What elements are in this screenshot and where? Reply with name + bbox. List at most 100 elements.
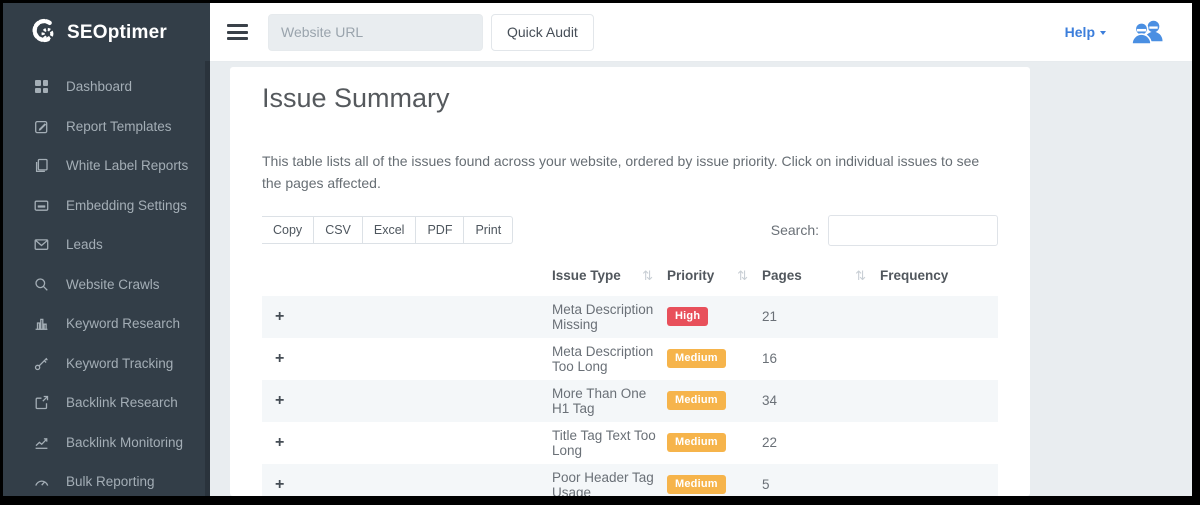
keyword-research-icon bbox=[33, 316, 49, 331]
column-header-0[interactable] bbox=[262, 258, 552, 296]
dashboard-icon bbox=[33, 79, 49, 94]
sidebar-item-label: Leads bbox=[66, 237, 103, 253]
sidebar: SEOptimer Dashboard Report Templates Whi… bbox=[3, 3, 210, 496]
table-row: + More Than One H1 Tag Medium 34 bbox=[262, 379, 998, 422]
sidebar-menu: Dashboard Report Templates White Label R… bbox=[3, 63, 210, 496]
help-dropdown[interactable]: Help bbox=[1065, 24, 1106, 40]
frequency-cell bbox=[880, 338, 998, 380]
issue-type-cell[interactable]: Title Tag Text Too Long bbox=[552, 427, 656, 458]
backlink-monitoring-icon bbox=[33, 435, 49, 450]
main-area: Issue Summary This table lists all of th… bbox=[210, 62, 1192, 496]
expand-row-button[interactable]: + bbox=[275, 349, 285, 367]
menu-toggle-button[interactable] bbox=[227, 21, 249, 44]
table-row: + Meta Description Missing High 21 bbox=[262, 295, 998, 338]
export-button-copy[interactable]: Copy bbox=[262, 216, 315, 245]
expand-row-button[interactable]: + bbox=[275, 307, 285, 325]
sort-icon: ⇅ bbox=[737, 267, 748, 283]
priority-badge: Medium bbox=[667, 391, 726, 411]
export-button-excel[interactable]: Excel bbox=[362, 216, 417, 245]
help-label: Help bbox=[1064, 24, 1095, 40]
sidebar-item-label: Keyword Tracking bbox=[66, 355, 174, 371]
column-header-frequency[interactable]: Frequency bbox=[880, 258, 998, 296]
table-row: + Title Tag Text Too Long Medium 22 bbox=[262, 421, 998, 464]
chevron-down-icon bbox=[1100, 31, 1106, 35]
frequency-cell bbox=[880, 422, 998, 464]
sidebar-item-label: Dashboard bbox=[66, 79, 133, 95]
issue-summary-table: Issue Type ⇅ Priority ⇅ Pages ⇅ bbox=[262, 258, 998, 496]
sort-icon: ⇅ bbox=[642, 267, 653, 283]
column-header-pages[interactable]: Pages ⇅ bbox=[762, 258, 880, 296]
export-button-pdf[interactable]: PDF bbox=[416, 216, 465, 245]
users-icon bbox=[1131, 20, 1163, 45]
sidebar-item-white-label-reports[interactable]: White Label Reports bbox=[3, 146, 210, 186]
sidebar-item-dashboard[interactable]: Dashboard bbox=[3, 67, 210, 107]
pages-cell: 5 bbox=[762, 477, 770, 493]
column-label: Frequency bbox=[880, 268, 949, 284]
issue-type-cell[interactable]: Meta Description Missing bbox=[552, 301, 654, 332]
priority-badge: High bbox=[667, 307, 709, 327]
table-header: Issue Type ⇅ Priority ⇅ Pages ⇅ bbox=[262, 258, 998, 296]
sidebar-item-label: Backlink Monitoring bbox=[66, 434, 184, 450]
sidebar-item-label: Report Templates bbox=[66, 118, 172, 134]
backlink-research-icon bbox=[33, 395, 49, 410]
priority-badge: Medium bbox=[667, 475, 726, 495]
sidebar-item-keyword-research[interactable]: Keyword Research bbox=[3, 304, 210, 344]
search-label: Search: bbox=[770, 222, 819, 239]
page-title: Issue Summary bbox=[262, 83, 450, 113]
priority-badge: Medium bbox=[667, 349, 726, 369]
sidebar-item-label: Website Crawls bbox=[66, 276, 160, 292]
brand-logo[interactable]: SEOptimer bbox=[3, 3, 210, 63]
pages-cell: 22 bbox=[762, 435, 778, 451]
sidebar-item-bulk-reporting[interactable]: Bulk Reporting bbox=[3, 462, 210, 496]
topbar: Quick Audit Help bbox=[210, 3, 1192, 62]
column-label: Issue Type bbox=[552, 267, 621, 283]
issue-type-cell[interactable]: Meta Description Too Long bbox=[552, 343, 654, 374]
frequency-cell bbox=[880, 296, 998, 338]
search-input[interactable] bbox=[828, 214, 998, 246]
report-templates-icon bbox=[33, 119, 49, 134]
website-url-input[interactable] bbox=[268, 13, 483, 51]
content-column: Quick Audit Help bbox=[210, 3, 1192, 496]
embedding-settings-icon bbox=[33, 198, 49, 213]
table-row: + Poor Header Tag Usage Medium 5 bbox=[262, 463, 998, 496]
quick-audit-button[interactable]: Quick Audit bbox=[491, 13, 594, 51]
expand-row-button[interactable]: + bbox=[275, 475, 285, 493]
sidebar-item-website-crawls[interactable]: Website Crawls bbox=[3, 265, 210, 305]
sidebar-item-backlink-monitoring[interactable]: Backlink Monitoring bbox=[3, 423, 210, 463]
leads-icon bbox=[33, 237, 49, 252]
brand-name: SEOptimer bbox=[67, 22, 167, 43]
table-body: + Meta Description Missing High 21 + Met… bbox=[262, 295, 998, 496]
seoptimer-gear-icon bbox=[29, 16, 58, 50]
export-button-print[interactable]: Print bbox=[464, 216, 514, 245]
frequency-cell bbox=[880, 464, 998, 496]
export-button-csv[interactable]: CSV bbox=[314, 216, 363, 245]
sidebar-item-embedding-settings[interactable]: Embedding Settings bbox=[3, 186, 210, 226]
sort-icon: ⇅ bbox=[855, 267, 866, 283]
sidebar-item-keyword-tracking[interactable]: Keyword Tracking bbox=[3, 344, 210, 384]
column-label: Priority bbox=[667, 267, 715, 283]
issue-type-cell[interactable]: More Than One H1 Tag bbox=[552, 385, 647, 416]
column-label: Pages bbox=[762, 267, 802, 283]
sidebar-item-label: White Label Reports bbox=[66, 158, 189, 174]
sidebar-item-report-templates[interactable]: Report Templates bbox=[3, 107, 210, 147]
column-header-issue-type[interactable]: Issue Type ⇅ bbox=[552, 258, 667, 296]
issue-type-cell[interactable]: Poor Header Tag Usage bbox=[552, 469, 654, 496]
pages-cell: 21 bbox=[762, 309, 778, 325]
page-description: This table lists all of the issues found… bbox=[262, 153, 980, 192]
sidebar-item-backlink-research[interactable]: Backlink Research bbox=[3, 383, 210, 423]
expand-row-button[interactable]: + bbox=[275, 391, 285, 409]
users-button[interactable] bbox=[1131, 19, 1165, 46]
table-row: + Meta Description Too Long Medium 16 bbox=[262, 337, 998, 380]
table-header-row: Issue Type ⇅ Priority ⇅ Pages ⇅ bbox=[262, 258, 998, 296]
sidebar-item-label: Bulk Reporting bbox=[66, 474, 155, 490]
issue-summary-card: Issue Summary This table lists all of th… bbox=[230, 67, 1030, 496]
sidebar-item-label: Embedding Settings bbox=[66, 197, 187, 213]
sidebar-item-leads[interactable]: Leads bbox=[3, 225, 210, 265]
expand-row-button[interactable]: + bbox=[275, 433, 285, 451]
website-crawls-icon bbox=[33, 277, 49, 292]
sidebar-item-label: Backlink Research bbox=[66, 395, 178, 411]
column-header-priority[interactable]: Priority ⇅ bbox=[667, 258, 762, 296]
keyword-tracking-icon bbox=[33, 356, 49, 371]
table-toolbar: Copy CSV Excel PDF Print Search: bbox=[262, 214, 998, 246]
